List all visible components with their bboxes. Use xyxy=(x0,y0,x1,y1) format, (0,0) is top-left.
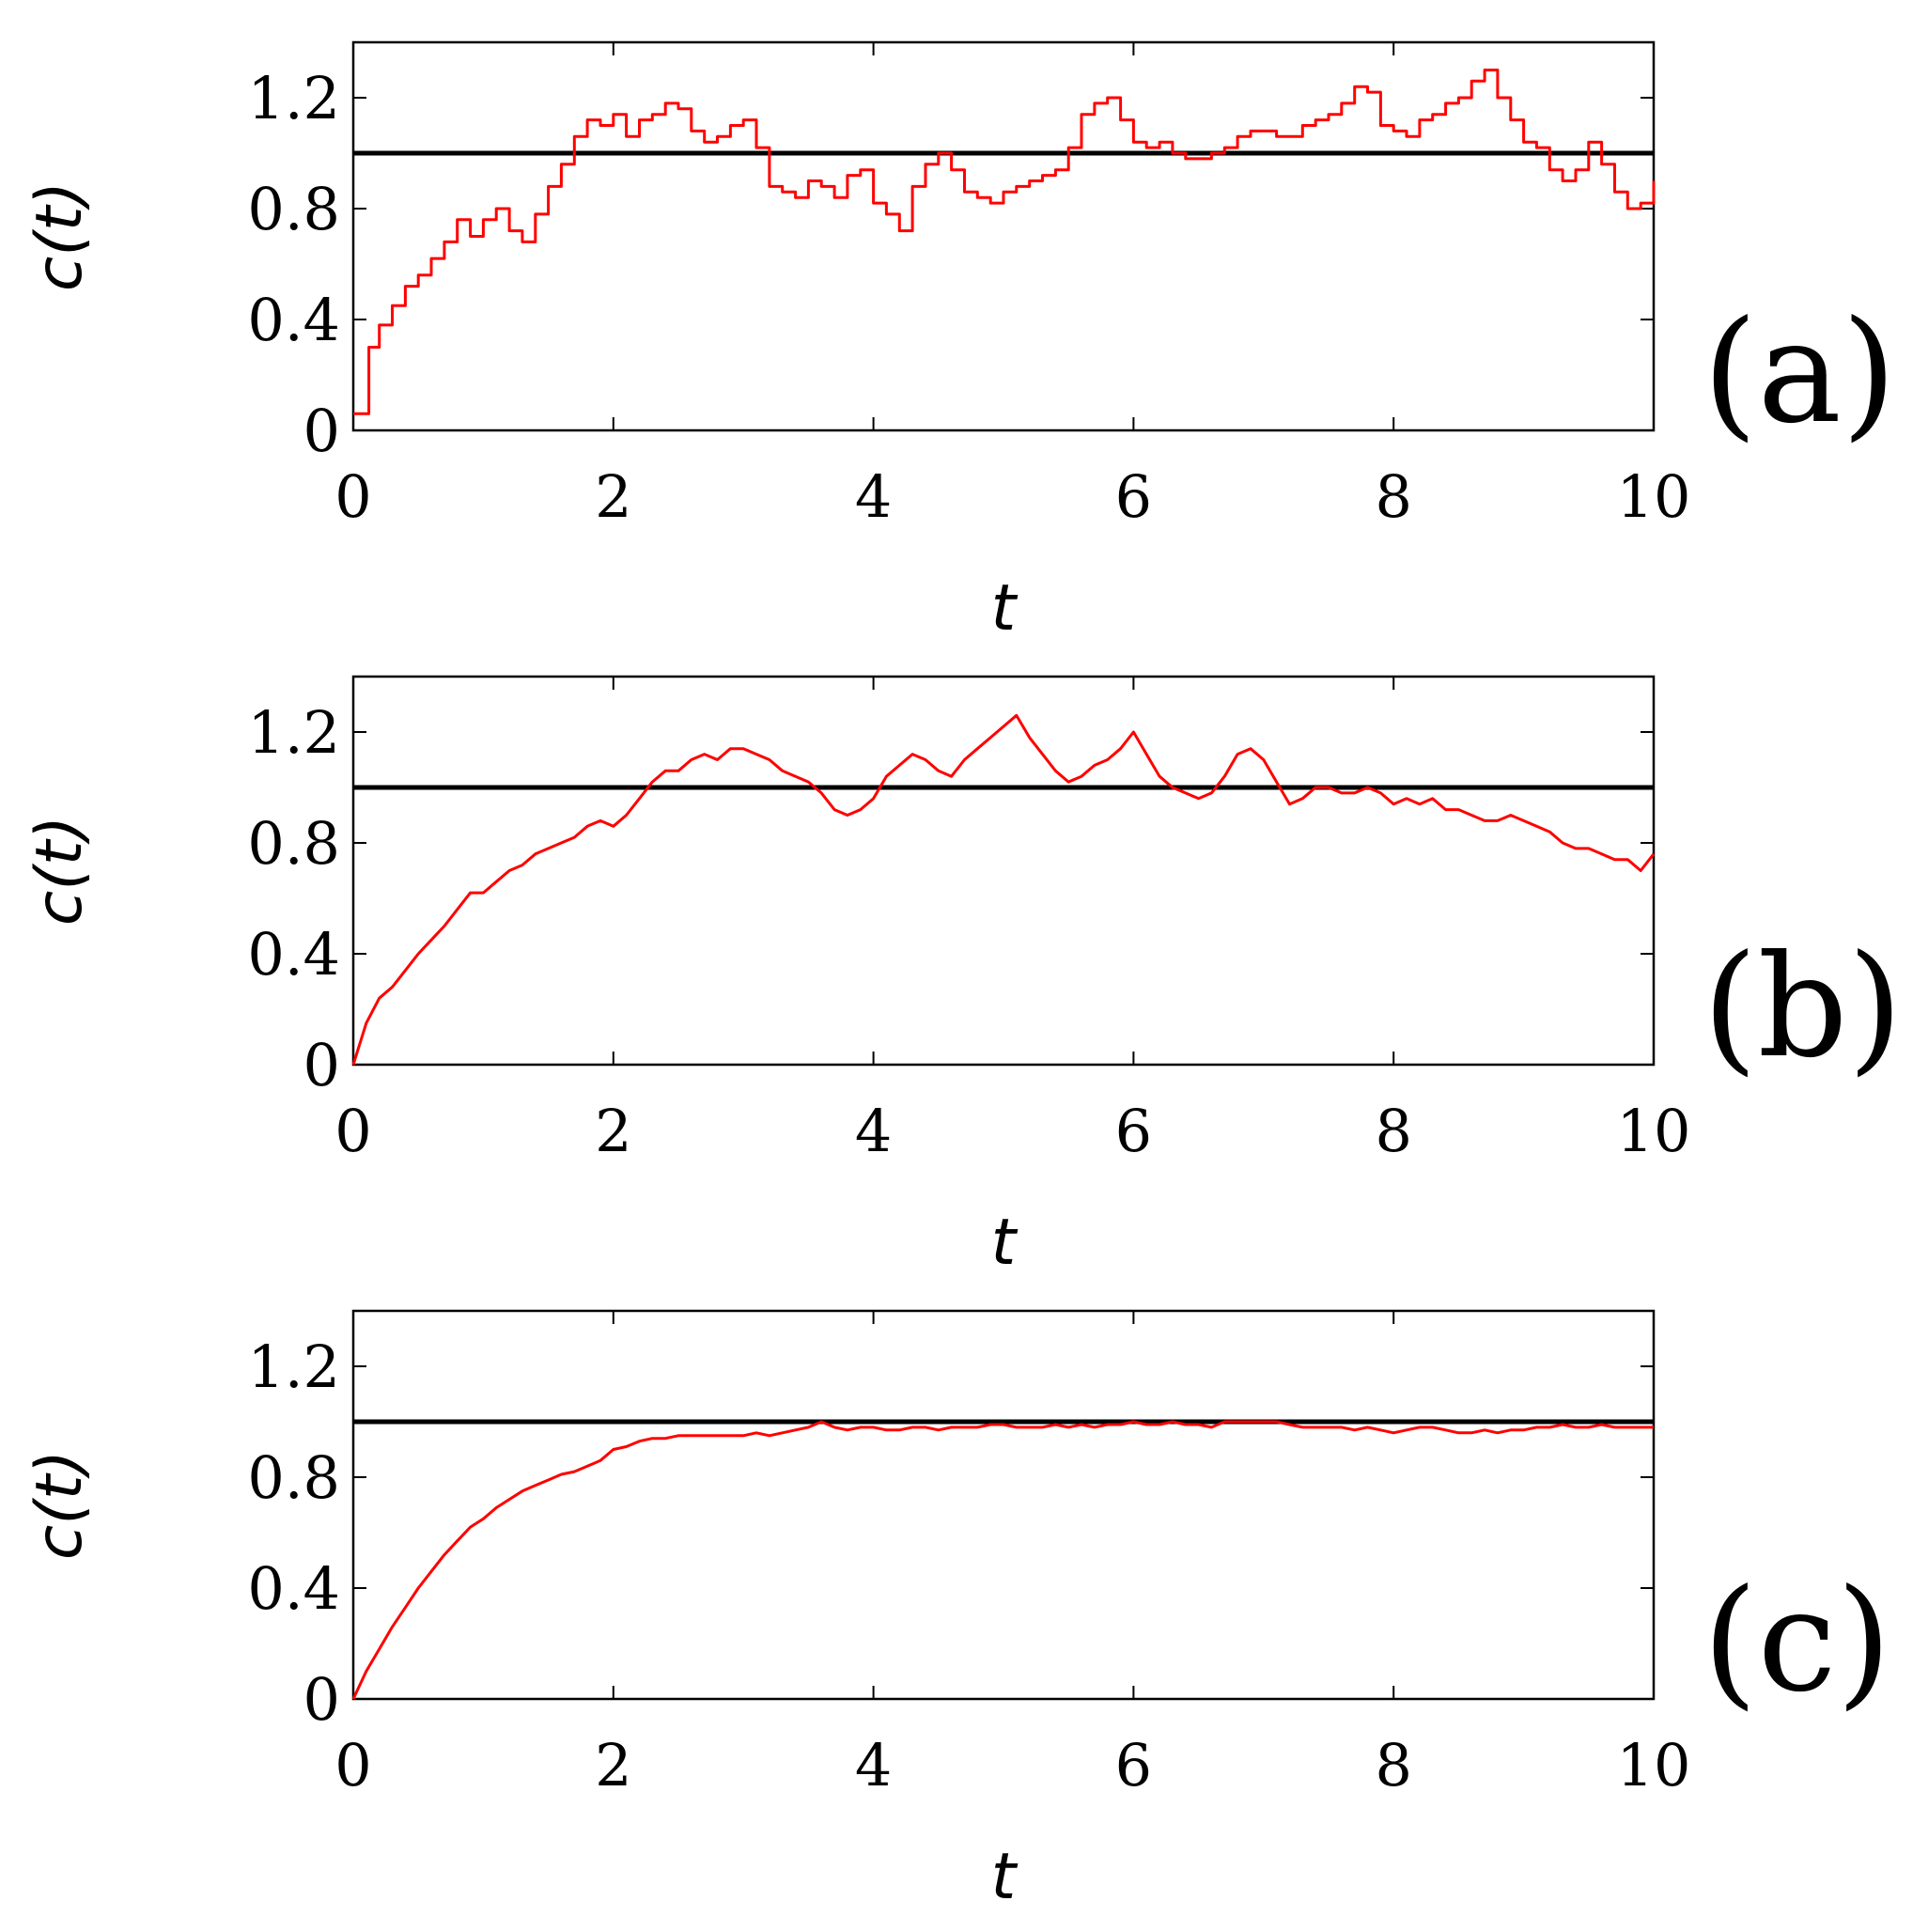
panel-label: (c) xyxy=(1703,1560,1891,1723)
y-tick-label: 0.4 xyxy=(247,286,340,354)
data-series-line xyxy=(353,69,1656,415)
x-tick-label: 2 xyxy=(595,462,631,531)
x-tick-label: 0 xyxy=(334,1731,371,1800)
y-tick-label: 0 xyxy=(303,1665,340,1734)
plot-frame xyxy=(351,675,1656,1067)
y-axis-label: c(t) xyxy=(23,181,97,291)
x-tick-label: 0 xyxy=(334,462,371,531)
y-tick-label: 0.4 xyxy=(247,920,340,989)
panel-label: (b) xyxy=(1703,926,1903,1089)
y-tick-label: 0.8 xyxy=(247,175,340,243)
panel-b: 0 2 4 6 8 10 0 0.4 0.8 1.2 t c(t) (b) xyxy=(23,675,1903,1280)
y-tick-label: 0 xyxy=(303,397,340,465)
y-tick-label: 0.8 xyxy=(247,809,340,878)
x-tick-label: 6 xyxy=(1115,462,1152,531)
x-tick-label: 10 xyxy=(1617,462,1691,531)
panel-a: 0 2 4 6 8 10 0 0.4 0.8 1.2 t c(t) (a) xyxy=(23,40,1896,646)
y-tick-label: 1.2 xyxy=(247,64,340,132)
y-tick-label: 0.8 xyxy=(247,1443,340,1512)
x-tick-label: 0 xyxy=(334,1097,371,1165)
data-series-line xyxy=(351,713,1656,1066)
x-tick-label: 8 xyxy=(1375,462,1411,531)
x-tick-label: 2 xyxy=(595,1731,631,1800)
x-tick-label: 4 xyxy=(855,1097,892,1165)
y-axis-label: c(t) xyxy=(23,1450,97,1560)
x-tick-label: 6 xyxy=(1115,1097,1152,1165)
y-tick-label: 0 xyxy=(303,1031,340,1099)
data-series-line xyxy=(351,1420,1654,1700)
x-axis-label: t xyxy=(991,571,1019,646)
y-tick-label: 1.2 xyxy=(247,1332,340,1401)
x-tick-label: 2 xyxy=(595,1097,631,1165)
x-tick-label: 10 xyxy=(1617,1097,1691,1165)
x-tick-label: 8 xyxy=(1375,1097,1411,1165)
x-tick-label: 4 xyxy=(855,462,892,531)
x-tick-label: 10 xyxy=(1617,1731,1691,1800)
plot-frame xyxy=(351,1309,1656,1701)
y-axis-label: c(t) xyxy=(23,816,97,926)
x-tick-label: 6 xyxy=(1115,1731,1152,1800)
x-axis-label: t xyxy=(991,1206,1019,1280)
x-tick-label: 8 xyxy=(1375,1731,1411,1800)
plot-frame xyxy=(351,40,1656,432)
y-tick-label: 0.4 xyxy=(247,1554,340,1623)
panel-c: 0 2 4 6 8 10 0 0.4 0.8 1.2 t c(t) (c) xyxy=(23,1309,1891,1914)
y-tick-label: 1.2 xyxy=(247,698,340,767)
x-axis-label: t xyxy=(991,1840,1019,1914)
x-tick-label: 4 xyxy=(855,1731,892,1800)
panel-label: (a) xyxy=(1703,291,1896,455)
